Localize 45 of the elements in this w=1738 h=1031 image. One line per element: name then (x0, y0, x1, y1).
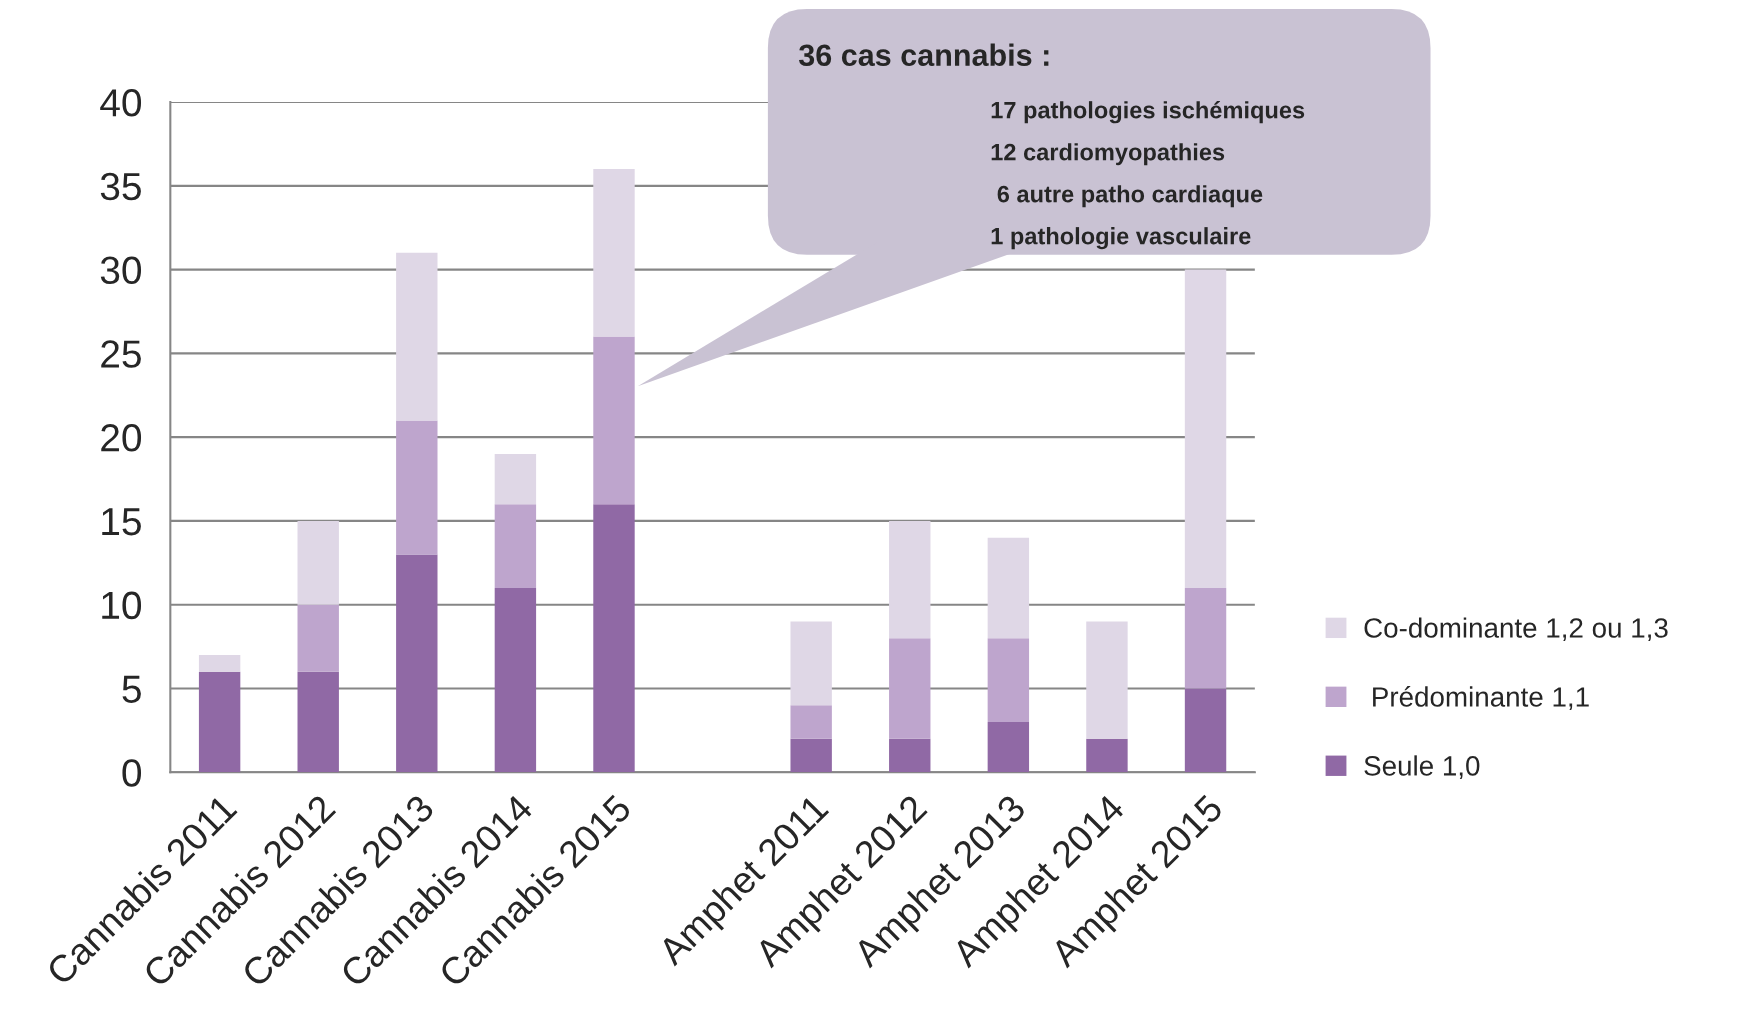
y-tick-label: 25 (101, 340, 141, 368)
bar (494, 587, 537, 773)
y-tick-label: 20 (101, 424, 142, 452)
y-tick-label: 5 (122, 675, 141, 703)
bar (1184, 587, 1227, 689)
bar (593, 169, 635, 337)
bar (889, 520, 931, 639)
bar (987, 638, 1030, 722)
bar (593, 504, 635, 773)
bar (396, 252, 438, 421)
annotation: 1 pathologie vasculaire (991, 227, 1251, 250)
bar (396, 420, 438, 555)
y-tick-label: 35 (100, 172, 141, 201)
bar (790, 705, 832, 739)
text: 36 cas cannabis : (798, 43, 1049, 67)
bar (198, 654, 241, 672)
y-tick-label: 40 (100, 89, 142, 117)
annotation: 12 cardiomyopathies (991, 143, 1225, 166)
bar (790, 621, 832, 706)
y-tick-label: 15 (102, 508, 141, 536)
bar (297, 520, 339, 605)
bar (297, 671, 339, 773)
bar (889, 738, 931, 773)
bar (1184, 269, 1227, 588)
bar (198, 671, 241, 773)
y-tick-label: 10 (102, 591, 142, 620)
bar (593, 336, 635, 505)
annotation: 6 autre patho cardiaque (997, 185, 1263, 208)
bar (1184, 688, 1227, 773)
legend-label: Prédominante 1,1 (1373, 686, 1589, 711)
bar (987, 721, 1030, 773)
bar (297, 604, 339, 672)
bar (494, 504, 537, 588)
y-tick-label: 30 (100, 256, 142, 285)
bar (1086, 738, 1128, 773)
bar (889, 638, 931, 739)
bar (396, 554, 438, 773)
legend-label: Co-dominante 1,2 ou 1,3 (1364, 617, 1668, 642)
bar (1086, 621, 1128, 739)
legend-label: Seule 1,0 (1364, 755, 1480, 779)
annotation: 17 pathologies ischémiques (991, 100, 1305, 124)
bar (494, 453, 537, 505)
bar (790, 738, 832, 773)
y-tick-label: 0 (122, 759, 142, 787)
bar (987, 537, 1030, 639)
